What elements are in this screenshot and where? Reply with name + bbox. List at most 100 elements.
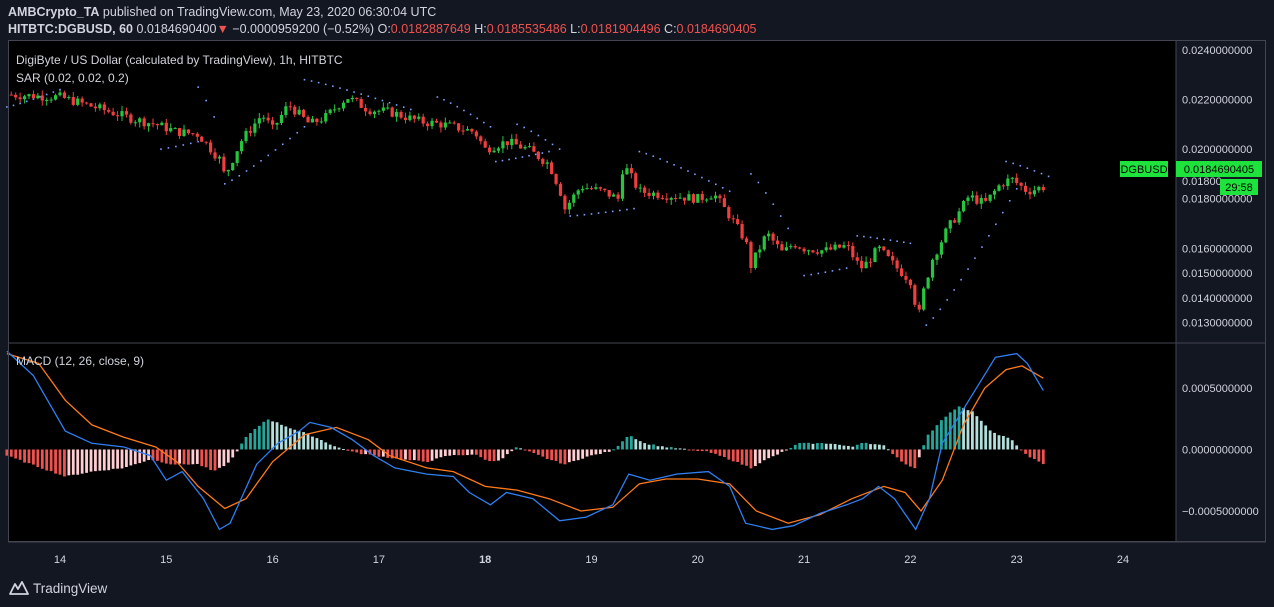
sar-dot	[803, 274, 805, 277]
macd-histogram-bar	[709, 449, 713, 453]
macd-histogram-bar	[138, 449, 142, 464]
macd-histogram-bar	[917, 449, 921, 458]
candle-body	[284, 106, 288, 115]
candle-body	[837, 244, 842, 248]
candle-body	[315, 118, 319, 123]
sar-dot	[310, 80, 313, 82]
candle-body	[62, 92, 67, 98]
macd-histogram-bar	[45, 449, 49, 471]
candle-body	[266, 117, 270, 121]
candle-body	[581, 189, 585, 191]
candle-body	[713, 195, 718, 199]
macd-histogram-bar	[404, 449, 407, 460]
macd-histogram-bar	[864, 442, 868, 450]
candle-body	[160, 122, 164, 126]
macd-histogram-bar	[5, 449, 9, 456]
sar-dot	[274, 149, 277, 151]
macd-histogram-bar	[979, 420, 983, 450]
candle-body	[235, 151, 239, 163]
macd-histogram-bar	[262, 421, 266, 450]
sar-dot	[787, 227, 789, 230]
candle-body	[594, 187, 598, 189]
change-down-arrow-icon: ▼	[216, 22, 229, 36]
sar-dot	[6, 106, 8, 108]
sar-dot	[508, 158, 510, 161]
candle-body	[545, 162, 549, 164]
candle-body	[169, 128, 173, 132]
candle-body	[76, 98, 80, 105]
candle-body	[204, 141, 208, 143]
candle-body	[346, 99, 350, 103]
tradingview-brand[interactable]: TradingView	[33, 581, 108, 596]
candle-body	[1015, 177, 1019, 183]
sar-dot	[902, 241, 905, 244]
candle-body	[948, 220, 952, 229]
macd-histogram-bar	[364, 449, 368, 455]
sar-dot	[252, 165, 255, 167]
candle-body	[541, 158, 545, 164]
sar-dot	[652, 155, 655, 158]
macd-histogram-bar	[324, 442, 328, 450]
macd-histogram-bar	[877, 444, 881, 450]
chart-header: AMBCrypto_TA published on TradingView.co…	[0, 0, 1274, 40]
macd-histogram-bar	[528, 449, 531, 452]
candle-body	[815, 252, 819, 254]
tradingview-logo-icon[interactable]	[9, 580, 29, 596]
time-tick-label: 23	[1011, 554, 1023, 566]
partial-price-label: 0.01800	[1182, 176, 1222, 188]
sar-dot	[1033, 170, 1036, 172]
chart-frame	[8, 40, 1266, 542]
macd-histogram-bar	[629, 436, 633, 450]
candle-body	[248, 131, 253, 133]
candle-body	[226, 169, 230, 172]
author-name[interactable]: AMBCrypto_TA	[8, 5, 100, 19]
sar-indicator-label[interactable]: SAR (0.02, 0.02, 0.2)	[16, 71, 129, 85]
macd-histogram-bar	[280, 424, 283, 450]
candle-body	[465, 129, 470, 131]
macd-histogram-bar	[368, 449, 372, 455]
candle-body	[660, 197, 664, 199]
time-tick-label: 14	[54, 554, 66, 566]
sar-dot	[544, 139, 547, 141]
candle-body	[93, 106, 98, 109]
sar-dot	[619, 209, 621, 212]
macd-histogram-bar	[160, 449, 164, 463]
candle-body	[257, 118, 261, 124]
symbol-tag-text: DGBUSD	[1120, 164, 1167, 176]
macd-axis[interactable]: −0.0005000000 0.0000000000 0.0005000000	[1182, 383, 1259, 518]
candle-body	[519, 144, 523, 149]
price-axis[interactable]: 0.0130000000 0.0140000000 0.0150000000 0.01…	[1182, 45, 1252, 330]
candle-body	[395, 112, 399, 117]
macd-indicator-label[interactable]: MACD (12, 26, close, 9)	[16, 354, 144, 368]
candle-body	[403, 117, 408, 121]
trading-chart[interactable]: 0.0130000000 0.0140000000 0.0150000000 0.01…	[0, 40, 1274, 570]
macd-histogram-bar	[536, 449, 540, 455]
candle-body	[762, 236, 766, 250]
candle-body	[89, 103, 93, 107]
time-axis[interactable]: 14 15 16 17 18 19 20 21 22 23 24	[54, 554, 1129, 566]
candle-body	[337, 108, 341, 110]
time-tick-label: 21	[798, 554, 810, 566]
candle-body	[1010, 177, 1014, 179]
macd-histogram-bar	[195, 449, 199, 464]
candle-body	[443, 122, 447, 128]
sar-dot	[537, 134, 540, 137]
macd-histogram-bar	[381, 449, 385, 457]
candle-body	[71, 97, 75, 105]
sar-dot	[409, 108, 412, 111]
sar-dot	[772, 203, 775, 206]
macd-histogram-bar	[581, 449, 585, 459]
macd-histogram-bar	[430, 449, 434, 461]
candle-body	[975, 195, 979, 204]
candle-body	[620, 174, 625, 199]
candle-body	[302, 109, 306, 117]
candle-body	[806, 250, 811, 252]
macd-histogram-bar	[891, 449, 895, 455]
candle-body	[820, 250, 824, 254]
candle-body	[386, 107, 390, 109]
price-tick-label: 0.0240000000	[1182, 45, 1252, 57]
candle-body	[984, 197, 988, 201]
macd-histogram-bar	[421, 449, 425, 462]
candle-body	[182, 129, 186, 137]
macd-histogram-bar	[714, 449, 717, 454]
